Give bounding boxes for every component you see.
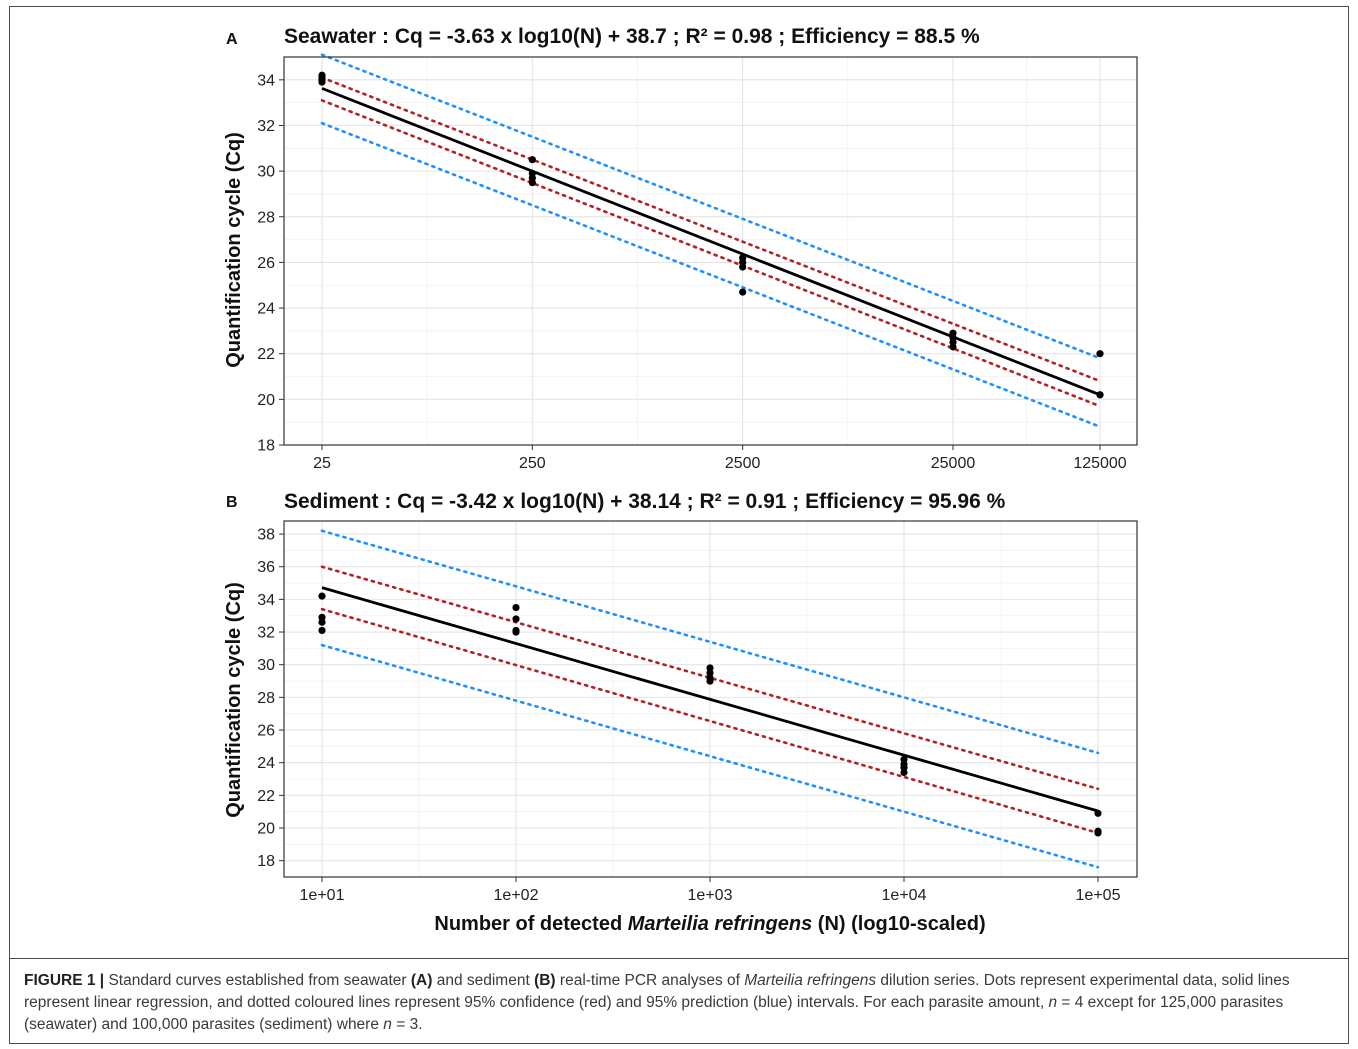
- prediction-interval-upper: [320, 529, 1100, 755]
- panel-b-plot-area: 18 20 22 24 26 28 30 32 34 36 38 1e+01 1e+02 1e+03 1e+…: [257, 520, 1138, 904]
- y-tick-label: 18: [257, 438, 275, 455]
- y-tick-label: 22: [257, 788, 275, 805]
- figure-frame: [9, 6, 1349, 1044]
- y-tick-label: 22: [257, 346, 275, 363]
- panel-a: A Seawater : Cq = -3.63 x log10(N) + 38.…: [223, 25, 1138, 472]
- regression-line: [321, 87, 1101, 397]
- data-point: [900, 768, 908, 777]
- data-point: [706, 677, 714, 685]
- x-tick-label: 1e+01: [300, 887, 345, 904]
- x-tick-label: 1e+02: [494, 887, 539, 904]
- panel-b-y-axis-title: Quantification cycle (Cq): [223, 582, 245, 818]
- x-tick-label: 1e+04: [882, 887, 927, 904]
- data-point: [528, 178, 536, 187]
- x-tick-label: 25000: [931, 455, 976, 472]
- caption-text-3: real-time PCR analyses of: [555, 972, 745, 989]
- data-point: [949, 343, 957, 351]
- y-tick-label: 38: [257, 527, 275, 544]
- x-tick-label: 1e+05: [1076, 887, 1121, 904]
- prediction-interval-upper: [320, 53, 1102, 360]
- y-tick-label: 26: [257, 255, 275, 272]
- y-tick-label: 24: [257, 301, 275, 318]
- y-tick-label: 26: [257, 723, 275, 740]
- data-point: [1094, 809, 1102, 817]
- caption-text-2: and sediment: [432, 972, 535, 989]
- plot-background: [284, 57, 1137, 445]
- data-point: [318, 592, 326, 600]
- caption-divider: [9, 958, 1349, 959]
- caption-text-1: Standard curves established from seawate…: [104, 972, 411, 989]
- x-axis-title-part-1: Number of detected: [434, 913, 627, 935]
- panel-a-title: Seawater : Cq = -3.63 x log10(N) + 38.7 …: [284, 25, 980, 48]
- y-tick-label: 32: [257, 118, 275, 135]
- y-tick-label: 24: [257, 755, 275, 772]
- x-axis-title-species: Marteilia refringens: [628, 913, 813, 935]
- panel-b: B Sediment : Cq = -3.42 x log10(N) + 38.…: [223, 490, 1138, 935]
- y-tick-label: 20: [257, 821, 275, 838]
- caption-n-2: n: [383, 1016, 392, 1033]
- caption-text-6: = 3.: [391, 1016, 423, 1033]
- data-point: [1096, 391, 1104, 399]
- caption-label: FIGURE 1 |: [24, 972, 105, 989]
- confidence-interval-upper: [320, 565, 1100, 791]
- figure-canvas: A Seawater : Cq = -3.63 x log10(N) + 38.…: [223, 25, 1138, 935]
- y-tick-label: 34: [257, 592, 275, 609]
- data-point: [512, 628, 520, 636]
- plot-border: [283, 56, 1138, 446]
- x-tick-label: 250: [519, 455, 546, 472]
- caption-species: Marteilia refringens: [744, 972, 877, 989]
- panel-b-title: Sediment : Cq = -3.42 x log10(N) + 38.14…: [284, 490, 1006, 513]
- panel-b-x-axis-title: Number of detected Marteilia refringens …: [434, 913, 985, 935]
- confidence-interval-lower: [320, 99, 1102, 408]
- y-tick-label: 34: [257, 72, 275, 89]
- y-tick-label: 30: [257, 164, 275, 181]
- x-axis-title-part-3: (N) (log10-scaled): [812, 913, 985, 935]
- panel-a-y-axis-title: Quantification cycle (Cq): [223, 132, 245, 368]
- y-tick-label: 32: [257, 625, 275, 642]
- data-point: [512, 615, 520, 623]
- caption-text-4: dilution series. Dots represent experime…: [24, 972, 1290, 1011]
- y-tick-label: 20: [257, 392, 275, 409]
- x-tick-label: 2500: [725, 455, 761, 472]
- y-tick-label: 28: [257, 690, 275, 707]
- caption-ref-b: (B): [534, 972, 556, 989]
- panel-a-letter: A: [226, 31, 238, 48]
- panel-b-letter: B: [226, 494, 238, 511]
- y-tick-label: 30: [257, 657, 275, 674]
- panel-a-plot-area: 18 20 22 24 26 28 30 32 34 25 250 2500 25000 125000: [257, 53, 1138, 472]
- y-tick-label: 28: [257, 209, 275, 226]
- y-tick-label: 36: [257, 559, 275, 576]
- data-point: [739, 263, 747, 271]
- caption-ref-a: (A): [410, 972, 433, 989]
- data-point: [318, 618, 326, 626]
- data-point: [318, 626, 326, 635]
- data-point: [318, 78, 326, 86]
- plot-border: [283, 520, 1138, 878]
- caption-n-1: n: [1048, 994, 1058, 1011]
- prediction-interval-lower: [320, 643, 1100, 869]
- y-tick-label: 18: [257, 853, 275, 870]
- confidence-interval-upper: [320, 76, 1102, 383]
- x-tick-label: 125000: [1073, 455, 1126, 472]
- data-point: [1096, 350, 1104, 358]
- prediction-interval-lower: [320, 121, 1102, 429]
- data-point: [739, 288, 747, 296]
- data-point: [512, 603, 520, 612]
- figure-caption: FIGURE 1 | Standard curves established f…: [24, 970, 1334, 1036]
- data-point: [528, 156, 536, 164]
- confidence-interval-lower: [320, 607, 1100, 835]
- data-point: [1094, 829, 1102, 837]
- x-tick-label: 25: [313, 455, 331, 472]
- x-tick-label: 1e+03: [688, 887, 733, 904]
- regression-line: [321, 586, 1099, 813]
- caption-text-5: = 4 except for 125,000 parasites (seawat…: [24, 994, 1284, 1033]
